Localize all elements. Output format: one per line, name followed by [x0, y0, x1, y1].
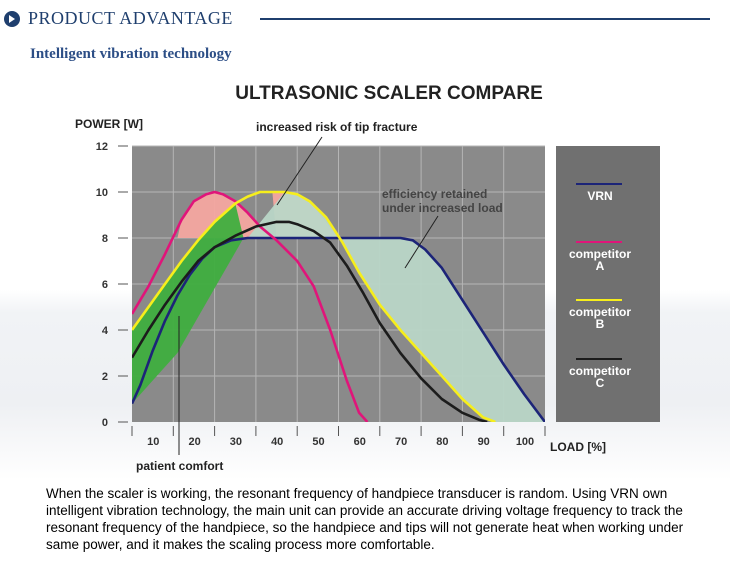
y-tick-label: 0: [102, 417, 108, 429]
y-tick-label: 12: [96, 141, 108, 153]
x-tick-label: 70: [395, 436, 407, 448]
section-subtitle: Intelligent vibration technology: [30, 46, 232, 62]
legend-label: competitor: [569, 247, 631, 261]
section-title: PRODUCT ADVANTAGE: [28, 8, 233, 28]
chart-title: ULTRASONIC SCALER COMPARE: [235, 83, 543, 104]
x-axis-label: LOAD [%]: [550, 440, 606, 454]
y-axis-label: POWER [W]: [75, 117, 143, 131]
x-tick-label: 30: [230, 436, 242, 448]
legend-label: competitor: [569, 364, 631, 378]
header-divider: [260, 18, 710, 20]
comfort-region: [132, 203, 244, 404]
legend-label: A: [596, 259, 605, 273]
x-tick-label: 50: [312, 436, 324, 448]
annotation-patient-comfort: patient comfort: [136, 459, 223, 473]
x-tick-label: 20: [188, 436, 200, 448]
x-tick-label: 60: [354, 436, 366, 448]
annotation-tip-fracture: increased risk of tip fracture: [256, 120, 418, 134]
y-tick-label: 10: [96, 187, 108, 199]
legend-label: competitor: [569, 305, 631, 319]
annotation-leader: [276, 136, 323, 206]
y-tick-label: 6: [102, 279, 108, 291]
x-tick-label: 40: [271, 436, 283, 448]
y-tick-label: 8: [102, 233, 108, 245]
legend-label: B: [596, 317, 605, 331]
legend-label: VRN: [587, 189, 612, 203]
efficiency-region: [247, 192, 545, 422]
annotation-leader: [404, 215, 439, 269]
legend-label: C: [596, 376, 605, 390]
legend-box: [556, 146, 660, 422]
x-tick-label: 10: [147, 436, 159, 448]
x-tick-label: 80: [436, 436, 448, 448]
ultrasonic-compare-chart: ULTRASONIC SCALER COMPARE POWER [W] LOAD…: [75, 83, 660, 473]
annotation-efficiency: under increased load: [382, 201, 503, 215]
x-tick-label: 90: [478, 436, 490, 448]
x-tick-label: 100: [516, 436, 534, 448]
y-tick-label: 4: [102, 325, 109, 337]
series-line-vrn: [132, 236, 545, 422]
section-header: PRODUCT ADVANTAGE: [4, 8, 724, 34]
series-line-competitor-b: [132, 190, 496, 422]
play-circle-icon: [4, 11, 20, 27]
series-line-competitor-c: [132, 220, 488, 422]
y-tick-label: 2: [102, 371, 108, 383]
annotation-efficiency: efficiency retained: [382, 187, 487, 201]
series-line-competitor-a: [132, 190, 369, 422]
description-text: When the scaler is working, the resonant…: [46, 486, 684, 552]
